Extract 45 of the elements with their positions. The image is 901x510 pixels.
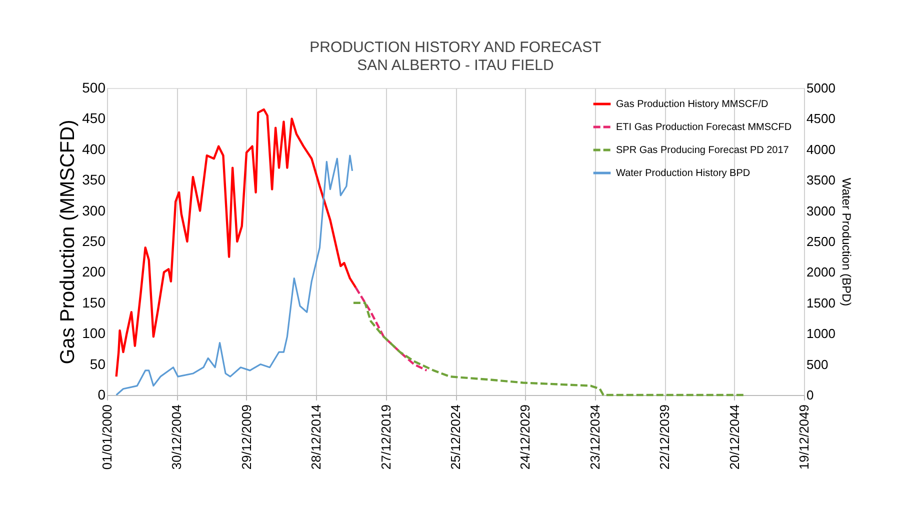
y-axis-title: Gas Production (MMSCFD) <box>57 120 80 364</box>
x-tick-label: 23/12/2034 <box>587 404 602 470</box>
y-tick-label: 500 <box>82 80 106 96</box>
x-tick-label: 19/12/2049 <box>796 404 812 470</box>
x-tick-label: 27/12/2019 <box>378 404 394 470</box>
y2-tick-label: 1500 <box>806 295 836 310</box>
x-tick-label: 29/12/2009 <box>238 404 254 470</box>
y-tick-label: 150 <box>82 294 106 310</box>
chart-subtitle: SAN ALBERTO - ITAU FIELD <box>357 57 554 74</box>
y2-tick-label: 2500 <box>806 234 836 249</box>
line-series <box>115 108 357 378</box>
legend-label: Water Production History BPD <box>616 168 750 179</box>
y2-tick-label: 1000 <box>806 326 836 342</box>
chart-title: PRODUCTION HISTORY AND FORECAST <box>310 39 602 56</box>
line-series <box>354 286 428 372</box>
y2-axis-title: Water Production (BPD) <box>839 178 854 306</box>
y2-tick-label: 5000 <box>806 80 836 96</box>
legend-label: ETI Gas Production Forecast MMSCFD <box>616 122 792 133</box>
y2-tick-label: 3500 <box>806 172 836 188</box>
y-tick-label: 400 <box>82 140 106 157</box>
x-tick-label: 25/12/2024 <box>448 404 463 470</box>
x-tick-label: 22/12/2039 <box>657 404 672 470</box>
x-tick-label: 28/12/2014 <box>308 404 324 470</box>
y2-tick-label: 4000 <box>806 142 836 157</box>
x-tick-label: 30/12/2004 <box>169 404 184 470</box>
legend-label: SPR Gas Producing Forecast PD 2017 <box>616 145 790 156</box>
legend-label: Gas Production History MMSCF/D <box>616 99 768 110</box>
y2-tick-label: 0 <box>806 388 814 402</box>
y2-tick-label: 500 <box>806 356 828 372</box>
y-tick-label: 0 <box>98 386 106 402</box>
y-tick-label: 350 <box>82 172 106 188</box>
x-tick-label: 20/12/2044 <box>726 404 742 470</box>
y-tick-label: 300 <box>82 202 106 218</box>
y-tick-label: 450 <box>82 110 106 126</box>
y2-tick-label: 4500 <box>806 111 836 126</box>
y2-tick-label: 2000 <box>806 264 836 280</box>
y-tick-label: 50 <box>90 356 106 372</box>
line-series <box>352 302 746 396</box>
x-tick-label: 01/01/2000 <box>100 404 114 470</box>
y-tick-label: 250 <box>82 233 106 249</box>
x-tick-label: 24/12/2029 <box>518 404 533 470</box>
y-tick-label: 200 <box>82 264 106 280</box>
y2-tick-label: 3000 <box>806 203 836 218</box>
line-series <box>116 154 354 396</box>
y-tick-label: 100 <box>82 325 106 342</box>
